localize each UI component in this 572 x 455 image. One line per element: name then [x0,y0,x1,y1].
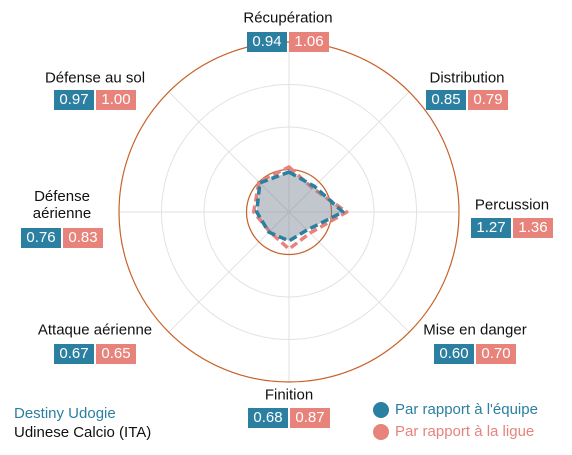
value-label: 1.27 [471,218,511,238]
value-label: 1.06 [289,32,329,52]
player-name: Destiny Udogie [14,405,116,422]
value-label: 1.36 [513,218,553,238]
value-label: 0.70 [476,344,516,364]
value-label: 0.87 [290,408,330,428]
legend-marker [373,402,389,418]
value-boxes: 0.67 0.65 [54,344,136,364]
value-label: 1.00 [96,90,136,110]
value-label: 0.79 [468,90,508,110]
grid-circle [203,126,375,298]
value-boxes: 0.76 0.83 [21,228,103,248]
value-label: 0.94 [247,32,287,52]
axis-label: Distribution [429,69,505,87]
series-polygon [254,170,345,243]
value-label: 0.83 [63,228,103,248]
value-label: 0.65 [96,344,136,364]
axis-label: Finition [264,386,314,404]
value-boxes: 0.60 0.70 [434,344,516,364]
axis-label: Attaque aérienne [37,321,153,339]
grid-circle [161,84,417,340]
value-boxes: 0.68 0.87 [248,408,330,428]
legend-marker [373,424,389,440]
legend-label: Par rapport à la ligue [395,423,535,440]
axis-label: Récupération [243,9,333,27]
axis-label: Défense aérienne [32,188,92,222]
value-label: 0.68 [248,408,288,428]
value-boxes: 0.97 1.00 [54,90,136,110]
value-label: 0.85 [426,90,466,110]
legend-label: Par rapport à l'équipe [395,401,538,418]
axis-label: Défense au sol [44,69,146,87]
value-boxes: 0.85 0.79 [426,90,508,110]
value-label: 0.97 [54,90,94,110]
axis-label: Mise en danger [423,321,527,339]
value-label: 0.60 [434,344,474,364]
axis-label: Percussion [474,196,550,214]
team-name: Udinese Calcio (ITA) [14,424,152,441]
value-label: 0.76 [21,228,61,248]
value-boxes: 1.27 1.36 [471,218,553,238]
reference-circle [245,168,333,256]
value-boxes: 0.94 1.06 [247,32,329,52]
value-label: 0.67 [54,344,94,364]
